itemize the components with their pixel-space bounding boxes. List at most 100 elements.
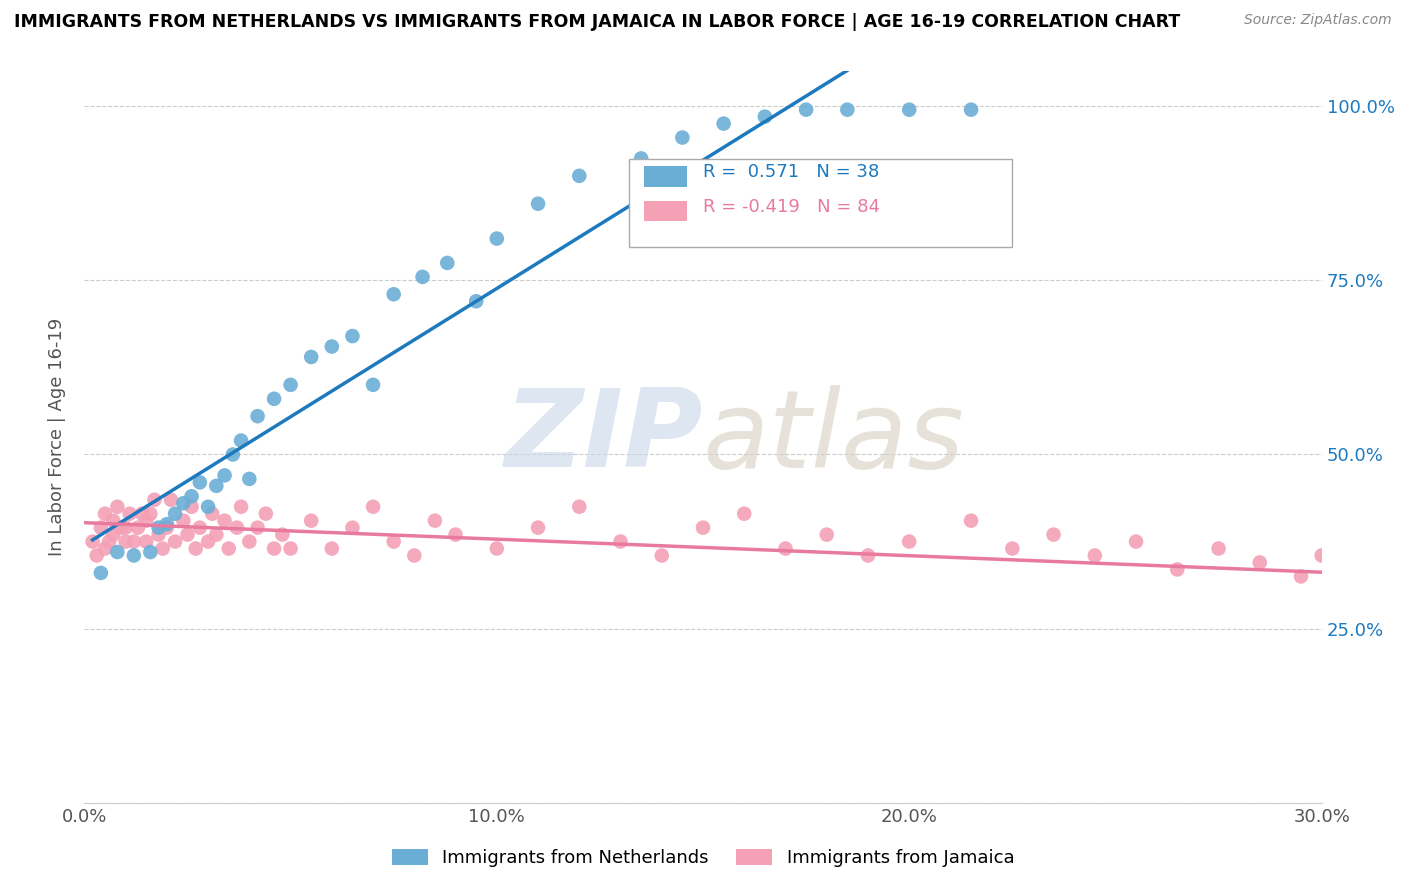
Point [444, 527, 467, 541]
Point [214, 514, 236, 528]
Point [152, 541, 174, 556]
Point [361, 500, 384, 514]
Point [172, 496, 194, 510]
FancyBboxPatch shape [644, 201, 688, 221]
Point [94, 541, 117, 556]
Point [148, 521, 170, 535]
Point [139, 507, 162, 521]
Point [205, 479, 228, 493]
Point [105, 545, 128, 559]
Point [122, 534, 145, 549]
Point [1042, 527, 1064, 541]
Point [131, 507, 153, 521]
Point [110, 521, 132, 535]
Point [165, 534, 187, 549]
Text: IMMIGRANTS FROM NETHERLANDS VS IMMIGRANTS FROM JAMAICA IN LABOR FORCE | AGE 16-1: IMMIGRANTS FROM NETHERLANDS VS IMMIGRANT… [14, 13, 1180, 31]
Point [118, 507, 141, 521]
Point [143, 492, 166, 507]
Point [222, 448, 245, 462]
Point [412, 269, 434, 284]
Point [197, 500, 219, 514]
Point [94, 507, 117, 521]
Point [103, 527, 125, 541]
Point [815, 527, 838, 541]
Point [527, 521, 550, 535]
Point [139, 545, 162, 559]
Point [214, 468, 236, 483]
Point [794, 103, 817, 117]
Point [651, 549, 673, 563]
Point [671, 130, 693, 145]
Point [568, 169, 591, 183]
Point [114, 534, 136, 549]
Point [321, 339, 343, 353]
Text: atlas: atlas [703, 384, 965, 490]
Point [898, 103, 921, 117]
Text: R = -0.419   N = 84: R = -0.419 N = 84 [703, 198, 880, 216]
Point [197, 534, 219, 549]
FancyBboxPatch shape [628, 159, 1012, 247]
Point [898, 534, 921, 549]
Text: R =  0.571   N = 38: R = 0.571 N = 38 [703, 163, 879, 181]
Point [180, 489, 202, 503]
Point [188, 475, 211, 490]
Point [172, 514, 194, 528]
Point [1249, 556, 1271, 570]
Point [1372, 562, 1395, 576]
Point [103, 514, 125, 528]
Point [361, 377, 384, 392]
Point [135, 514, 157, 528]
Point [86, 549, 108, 563]
Point [280, 377, 302, 392]
Point [90, 566, 112, 580]
Point [229, 434, 252, 448]
Point [280, 541, 302, 556]
Point [321, 541, 343, 556]
Point [837, 103, 859, 117]
Point [960, 103, 983, 117]
Point [436, 256, 458, 270]
Point [713, 117, 735, 131]
Point [180, 500, 202, 514]
Point [98, 534, 121, 549]
Point [733, 507, 755, 521]
Point [205, 527, 228, 541]
Point [382, 287, 405, 301]
Point [160, 492, 183, 507]
Point [465, 294, 488, 309]
Point [1331, 556, 1354, 570]
Point [382, 534, 405, 549]
Point [238, 472, 260, 486]
Legend: Immigrants from Netherlands, Immigrants from Jamaica: Immigrants from Netherlands, Immigrants … [385, 841, 1021, 874]
Point [90, 521, 112, 535]
Point [135, 534, 157, 549]
Point [1310, 549, 1333, 563]
Point [229, 500, 252, 514]
Point [246, 409, 269, 424]
Point [263, 541, 285, 556]
Point [299, 514, 322, 528]
Point [226, 521, 249, 535]
Point [176, 527, 198, 541]
Point [609, 534, 631, 549]
Point [630, 152, 652, 166]
Point [342, 521, 364, 535]
Point [1289, 569, 1312, 583]
Point [263, 392, 285, 406]
Point [527, 196, 550, 211]
Point [148, 527, 170, 541]
Point [1208, 541, 1230, 556]
Point [122, 549, 145, 563]
Point [127, 521, 149, 535]
Point [568, 500, 591, 514]
Point [254, 507, 277, 521]
Point [188, 521, 211, 535]
Point [246, 521, 269, 535]
Point [1351, 576, 1374, 591]
Point [754, 110, 776, 124]
FancyBboxPatch shape [644, 167, 688, 187]
Point [299, 350, 322, 364]
Point [775, 541, 797, 556]
Point [1125, 534, 1147, 549]
Point [856, 549, 879, 563]
